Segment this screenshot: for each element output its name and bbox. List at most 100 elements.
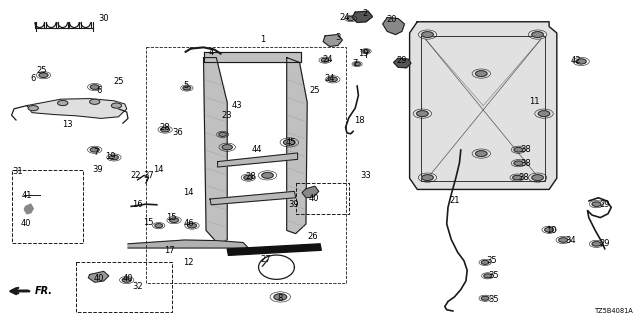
Text: 38: 38 <box>521 159 531 168</box>
Text: 29: 29 <box>397 56 407 65</box>
Circle shape <box>284 140 295 145</box>
Text: 15: 15 <box>143 218 154 227</box>
Text: 14: 14 <box>154 165 164 174</box>
Text: 40: 40 <box>123 274 133 283</box>
Polygon shape <box>410 22 557 189</box>
Text: TZ5B4081A: TZ5B4081A <box>595 308 634 314</box>
Circle shape <box>262 172 273 178</box>
Polygon shape <box>24 204 33 214</box>
Text: 19: 19 <box>358 49 369 58</box>
Text: FR.: FR. <box>35 285 53 296</box>
Circle shape <box>183 86 191 90</box>
Text: 41: 41 <box>22 191 32 200</box>
Polygon shape <box>88 271 109 282</box>
Text: 11: 11 <box>529 97 540 106</box>
Text: 18: 18 <box>355 116 365 124</box>
Text: 36: 36 <box>173 128 183 137</box>
Text: 25: 25 <box>36 66 47 75</box>
Circle shape <box>514 148 523 152</box>
Circle shape <box>559 238 568 242</box>
Circle shape <box>484 274 492 278</box>
Circle shape <box>328 77 337 82</box>
Polygon shape <box>394 58 411 68</box>
Text: 6: 6 <box>31 74 36 83</box>
Circle shape <box>90 99 100 104</box>
Text: 24: 24 <box>323 55 333 64</box>
Text: 27: 27 <box>260 255 271 264</box>
Text: 13: 13 <box>62 120 72 129</box>
Circle shape <box>576 59 586 64</box>
Circle shape <box>592 242 601 246</box>
Text: 39: 39 <box>92 165 102 174</box>
Polygon shape <box>218 153 298 167</box>
Polygon shape <box>204 52 301 62</box>
Circle shape <box>545 228 554 232</box>
Circle shape <box>28 106 38 111</box>
Text: 34: 34 <box>566 236 576 245</box>
Circle shape <box>513 175 522 180</box>
Circle shape <box>363 50 369 53</box>
Text: 29: 29 <box>600 239 610 248</box>
Circle shape <box>476 151 487 156</box>
Circle shape <box>481 296 489 300</box>
Circle shape <box>219 132 227 136</box>
Circle shape <box>417 111 428 116</box>
Text: 43: 43 <box>232 101 242 110</box>
Text: 28: 28 <box>160 123 170 132</box>
Text: 15: 15 <box>166 213 177 222</box>
Text: 10: 10 <box>547 226 557 235</box>
Text: 6: 6 <box>97 86 102 95</box>
Text: 8: 8 <box>278 294 283 303</box>
Text: 17: 17 <box>164 246 175 255</box>
Polygon shape <box>128 240 248 248</box>
Circle shape <box>274 294 287 300</box>
Text: 37: 37 <box>143 171 154 180</box>
Text: 21: 21 <box>449 196 460 204</box>
Circle shape <box>354 62 360 66</box>
Text: 22: 22 <box>131 171 141 180</box>
Circle shape <box>422 32 433 37</box>
Circle shape <box>109 155 118 160</box>
Text: 40: 40 <box>20 220 31 228</box>
Text: 19: 19 <box>105 152 115 161</box>
Circle shape <box>532 32 543 37</box>
Polygon shape <box>323 35 342 46</box>
Text: 30: 30 <box>99 14 109 23</box>
Text: 38: 38 <box>518 173 529 182</box>
Text: 33: 33 <box>361 171 371 180</box>
Text: 46: 46 <box>184 220 194 228</box>
Polygon shape <box>210 191 296 205</box>
Circle shape <box>161 127 170 132</box>
Text: 40: 40 <box>308 194 319 203</box>
Circle shape <box>122 278 131 282</box>
Text: 20: 20 <box>387 15 397 24</box>
Polygon shape <box>287 58 307 234</box>
Circle shape <box>476 71 487 76</box>
Text: 38: 38 <box>521 145 531 154</box>
Text: 1: 1 <box>260 35 265 44</box>
Circle shape <box>188 223 196 228</box>
Text: 32: 32 <box>132 282 143 291</box>
Polygon shape <box>204 58 227 243</box>
Text: 39: 39 <box>288 200 298 209</box>
Text: 25: 25 <box>310 86 320 95</box>
Text: 16: 16 <box>132 200 143 209</box>
Circle shape <box>170 218 179 222</box>
Circle shape <box>90 148 99 152</box>
Text: 14: 14 <box>184 188 194 196</box>
Circle shape <box>58 100 68 106</box>
Text: 5: 5 <box>183 81 188 90</box>
Text: 23: 23 <box>222 111 232 120</box>
Text: 35: 35 <box>489 271 499 280</box>
Circle shape <box>39 73 48 77</box>
Text: 4: 4 <box>209 48 214 57</box>
Polygon shape <box>227 244 321 255</box>
Circle shape <box>538 111 550 116</box>
Polygon shape <box>27 99 127 118</box>
Text: 44: 44 <box>252 145 262 154</box>
Circle shape <box>422 175 433 180</box>
Text: 24: 24 <box>324 74 335 83</box>
Circle shape <box>532 175 543 180</box>
Text: 25: 25 <box>113 77 124 86</box>
Circle shape <box>90 85 99 89</box>
